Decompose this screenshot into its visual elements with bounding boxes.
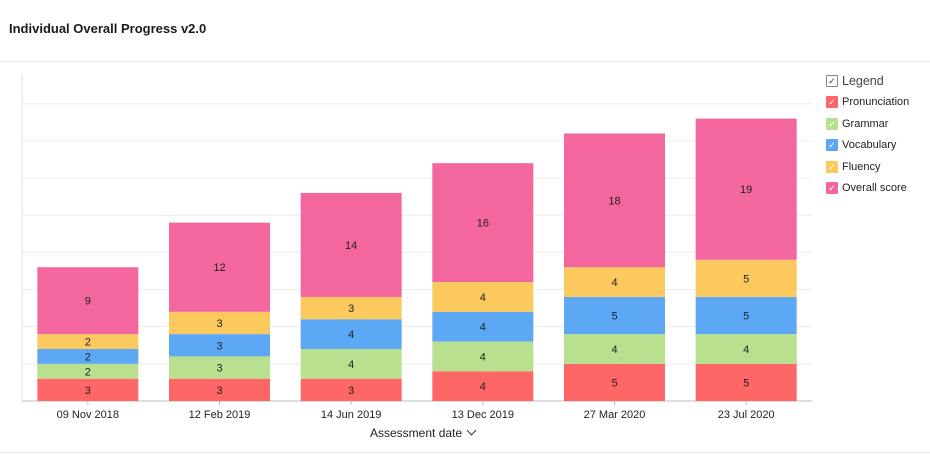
data-label: 16 [477, 218, 489, 230]
data-label: 3 [348, 385, 354, 397]
bar-segment-vocabulary [695, 296, 797, 335]
legend-checkbox[interactable]: ✓ [826, 139, 838, 152]
x-tick-label: 27 Mar 2020 [584, 409, 646, 421]
data-label: 5 [611, 377, 617, 389]
data-label: 18 [608, 195, 620, 207]
data-label: 3 [216, 363, 222, 375]
legend-checkbox[interactable]: ✓ [826, 117, 838, 130]
data-label: 5 [743, 377, 749, 389]
data-label: 3 [216, 340, 222, 352]
bar-segment-fluency [432, 282, 534, 312]
data-label: 2 [85, 366, 91, 378]
data-label: 3 [216, 318, 222, 330]
data-label: 5 [611, 311, 617, 323]
bar-segment-pronunciation [37, 378, 139, 401]
data-label: 4 [348, 329, 354, 341]
bar-segment-grammar [695, 334, 797, 364]
bar-segment-fluency [695, 259, 797, 297]
footer-divider [0, 452, 930, 453]
data-label: 19 [740, 184, 752, 196]
legend-item-label: Pronunciation [842, 96, 910, 109]
data-label: 3 [348, 303, 354, 315]
data-label: 5 [743, 273, 749, 285]
chart-title: Individual Overall Progress v2.0 [9, 21, 207, 36]
bar-segment-pronunciation [300, 378, 402, 401]
x-tick-label: 14 Jun 2019 [321, 409, 382, 421]
data-label: 4 [348, 359, 354, 371]
bar-segment-pronunciation [695, 363, 797, 401]
chevron-down-icon[interactable] [466, 425, 477, 436]
data-label: 4 [743, 344, 749, 356]
bar-segment-grammar [169, 356, 270, 379]
bar-segment-overall-score [37, 267, 139, 335]
legend-item-grammar[interactable]: ✓ Grammar [826, 113, 930, 135]
data-label: 12 [213, 262, 225, 274]
legend-toggle-checkbox[interactable]: ✓ [826, 74, 838, 87]
data-label: 9 [85, 296, 91, 308]
bar-segment-pronunciation [564, 363, 665, 401]
data-label: 3 [85, 385, 91, 397]
header-divider [0, 61, 930, 62]
legend-header-label: Legend [842, 73, 884, 88]
bar-segment-overall-score [564, 133, 665, 268]
bar-segment-vocabulary [169, 334, 270, 357]
x-tick-label: 23 Jul 2020 [718, 409, 775, 421]
bar-segment-vocabulary [564, 296, 665, 335]
bar-segment-overall-score [169, 222, 270, 312]
bar-segment-pronunciation [432, 371, 534, 401]
bar-segment-overall-score [432, 163, 534, 283]
bar-segment-overall-score [695, 118, 797, 260]
legend-item-overall-score[interactable]: ✓ Overall score [826, 178, 930, 200]
bar-segment-grammar [432, 341, 534, 372]
x-tick-label: 12 Feb 2019 [189, 409, 251, 421]
legend-item-label: Fluency [842, 160, 881, 173]
bar-segment-pronunciation [169, 378, 270, 401]
bar-segment-fluency [564, 267, 665, 297]
data-label: 4 [480, 351, 486, 363]
bar-segment-grammar [564, 334, 665, 364]
legend-header[interactable]: ✓ Legend [826, 70, 930, 92]
data-label: 2 [85, 351, 91, 363]
bar-segment-overall-score [300, 192, 402, 297]
legend: ✓ Legend ✓ Pronunciation ✓ Grammar ✓ Vocabula… [826, 70, 930, 199]
data-label: 4 [480, 322, 486, 334]
data-label: 14 [345, 240, 357, 252]
bar-segment-grammar [300, 348, 402, 379]
data-label: 4 [480, 381, 486, 393]
bar-segment-vocabulary [300, 319, 402, 349]
bar-segment-fluency [169, 311, 270, 335]
bar-segment-vocabulary [37, 348, 139, 364]
legend-checkbox[interactable]: ✓ [826, 160, 838, 173]
legend-item-vocabulary[interactable]: ✓ Vocabulary [826, 135, 930, 157]
data-label: 4 [611, 277, 617, 289]
bar-segment-vocabulary [432, 311, 534, 342]
data-label: 4 [611, 344, 617, 356]
data-label: 4 [480, 292, 486, 304]
legend-item-fluency[interactable]: ✓ Fluency [826, 156, 930, 178]
legend-item-label: Grammar [842, 117, 889, 130]
x-axis-label: Assessment date [370, 426, 463, 440]
bar-segment-grammar [37, 363, 139, 379]
legend-checkbox[interactable]: ✓ [826, 96, 838, 109]
legend-item-label: Vocabulary [842, 139, 897, 152]
x-tick-label: 09 Nov 2018 [57, 409, 119, 421]
x-tick-label: 13 Dec 2019 [452, 409, 514, 421]
data-label: 3 [216, 385, 222, 397]
data-label: 2 [85, 337, 91, 349]
bar-segment-fluency [37, 334, 139, 349]
legend-item-pronunciation[interactable]: ✓ Pronunciation [826, 92, 930, 114]
legend-checkbox[interactable]: ✓ [826, 182, 838, 195]
bar-segment-fluency [300, 296, 402, 320]
data-label: 5 [743, 311, 749, 323]
legend-item-label: Overall score [842, 182, 907, 195]
